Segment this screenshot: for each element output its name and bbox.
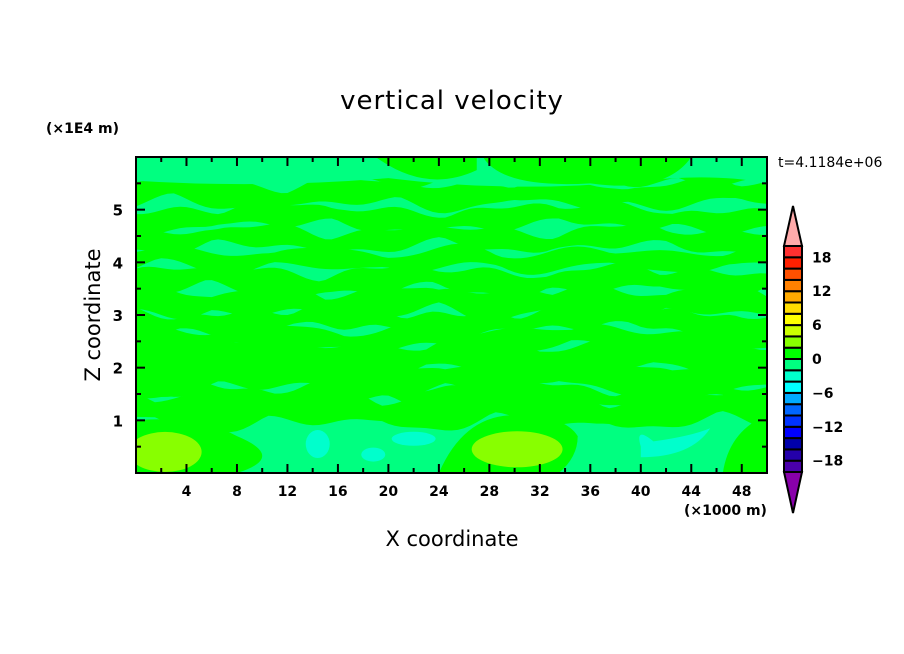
colorbar-tick-label: −12: [812, 420, 843, 436]
colorbar-swatch: [783, 448, 803, 462]
local-min-region: [361, 447, 386, 462]
y-tick-label: 1: [113, 412, 123, 430]
colorbar-swatch: [783, 369, 803, 383]
contour-band: [136, 223, 767, 255]
colorbar-swatch: [783, 290, 803, 304]
contour-field: [136, 157, 767, 473]
colorbar-over-triangle: [782, 205, 804, 247]
colorbar-swatch: [783, 358, 803, 372]
x-unit-label: (×1000 m): [684, 503, 767, 519]
x-tick-label: 8: [232, 484, 242, 500]
colorbar-swatch: [783, 335, 803, 349]
y-tick-label: 2: [113, 360, 123, 378]
local-min-region: [391, 431, 436, 446]
colorbar-swatch: [783, 346, 803, 361]
local-min-region: [305, 430, 330, 459]
colorbar-tick-label: −18: [812, 454, 843, 470]
colorbar-swatch: [783, 324, 803, 338]
contour-band: [136, 354, 767, 397]
y-tick-label: 5: [113, 202, 123, 220]
colorbar-tick-label: 12: [812, 284, 831, 300]
y-tick-label: 4: [113, 254, 123, 272]
x-tick-label: 16: [328, 484, 347, 500]
colorbar-tick-label: 0: [812, 352, 822, 368]
colorbar-swatch: [783, 437, 803, 451]
x-tick-label: 40: [631, 484, 651, 500]
x-tick-label: 44: [682, 484, 702, 500]
colorbar-swatch: [783, 425, 803, 440]
x-tick-label: 48: [732, 484, 751, 500]
colorbar-swatch: [783, 278, 803, 293]
contour-band: [136, 200, 767, 236]
colorbar-tick-label: −6: [812, 386, 833, 402]
colorbar-swatch: [783, 414, 803, 428]
colorbar-swatch: [783, 380, 803, 394]
x-tick-label: 32: [530, 484, 549, 500]
colorbar-swatch: [783, 391, 803, 406]
x-tick-label: 36: [581, 484, 600, 500]
x-tick-label: 4: [182, 484, 192, 500]
contour-region: [722, 415, 767, 473]
x-axis-label: X coordinate: [385, 527, 519, 551]
chart-title: vertical velocity: [340, 86, 564, 116]
x-tick-label: 24: [429, 484, 449, 500]
colorbar-swatch: [783, 312, 803, 327]
local-max-region: [471, 431, 563, 468]
colorbar: 18 12 6 0 −6 −12 −18: [782, 205, 843, 514]
colorbar-swatch: [783, 403, 803, 417]
local-max-region: [136, 431, 202, 472]
colorbar-swatch: [783, 245, 803, 259]
colorbar-swatch: [783, 459, 803, 474]
time-annotation: t=4.1184e+06: [778, 155, 883, 171]
contour-region: [375, 157, 477, 180]
x-tick-label: 28: [480, 484, 499, 500]
colorbar-swatch: [783, 267, 803, 281]
contour-region: [483, 157, 692, 186]
colorbar-swatch: [783, 301, 803, 315]
contour-band: [136, 387, 767, 433]
contour-band: [136, 305, 767, 338]
y-tick-label: 3: [113, 307, 123, 325]
colorbar-under-triangle: [782, 471, 804, 514]
colorbar-swatch: [783, 256, 803, 270]
colorbar-tick-label: 6: [812, 318, 822, 334]
colorbar-tick-label: 18: [812, 250, 831, 266]
contour-band: [136, 243, 767, 276]
x-tick-label: 12: [278, 484, 297, 500]
local-min-region: [639, 428, 711, 458]
y-unit-label: (×1E4 m): [46, 121, 120, 137]
x-tick-label: 20: [379, 484, 399, 500]
